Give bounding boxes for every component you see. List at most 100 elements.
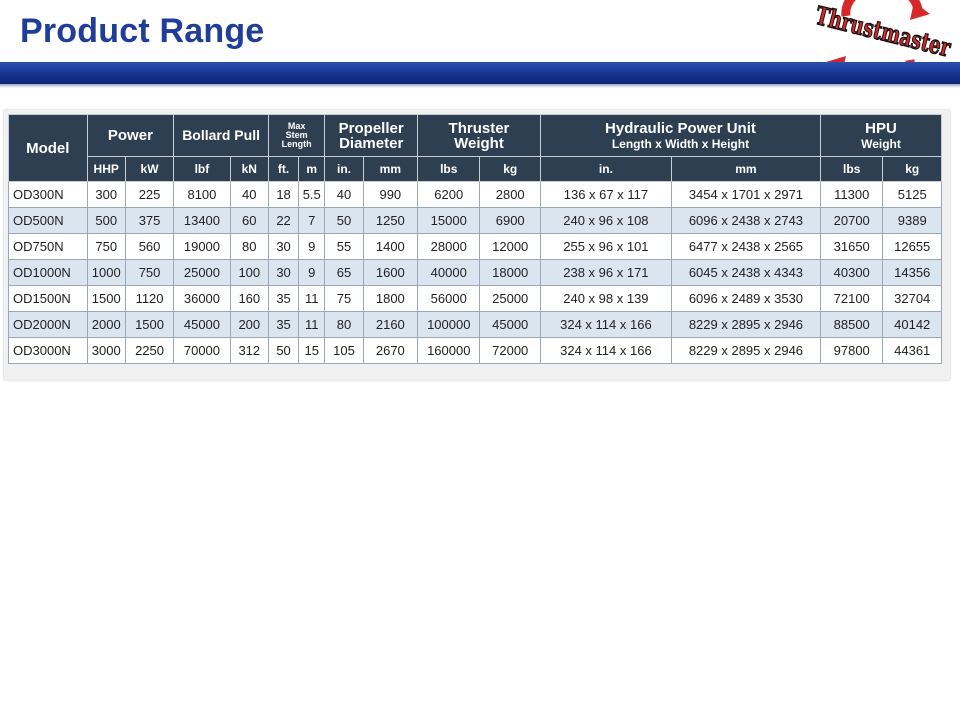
unit-header: in. <box>324 156 364 182</box>
col-stem-header: Max Stem Length <box>267 114 326 157</box>
col-bollard-header: Bollard Pull <box>173 114 269 157</box>
model-cell: OD3000N <box>8 337 88 364</box>
table-cell: 990 <box>362 181 419 208</box>
table-cell: 2000 <box>86 311 126 338</box>
table-cell: 238 x 96 x 171 <box>539 259 672 286</box>
table-cell: 7 <box>298 207 326 234</box>
table-cell: 31650 <box>819 233 884 260</box>
stem-label-line1: Max <box>287 121 306 131</box>
hpu-weight-label-line1: HPU <box>865 120 897 137</box>
table-cell: 750 <box>86 233 126 260</box>
unit-header: lbs <box>819 156 884 182</box>
table-cell: 55 <box>324 233 364 260</box>
table-cell: 3454 x 1701 x 2971 <box>670 181 822 208</box>
table-cell: 50 <box>324 207 364 234</box>
model-cell: OD2000N <box>8 311 88 338</box>
unit-header: kW <box>124 156 175 182</box>
table-cell: 105 <box>324 337 364 364</box>
stem-label-line2: Stem <box>285 130 308 140</box>
table-cell: 14356 <box>882 259 942 286</box>
table-row: OD1500N 1500 1120 36000 160 35 11 75 1800 56000 25… <box>8 285 942 312</box>
table-cell: 240 x 96 x 108 <box>539 207 672 234</box>
table-cell: 1500 <box>86 285 126 312</box>
header-band-shadow <box>0 84 960 88</box>
hpu-weight-label-line2: Weight <box>861 137 901 151</box>
table-cell: 22 <box>267 207 300 234</box>
unit-header: mm <box>670 156 822 182</box>
table-cell: 225 <box>124 181 175 208</box>
table-body: OD300N 300 225 8100 40 18 5.5 40 990 6200 2800 136 … <box>8 181 942 364</box>
table-cell: 13400 <box>173 207 231 234</box>
table-cell: 300 <box>86 181 126 208</box>
table-cell: 8229 x 2895 x 2946 <box>670 337 822 364</box>
table-cell: 8229 x 2895 x 2946 <box>670 311 822 338</box>
logo-text: Thrustmaster <box>813 1 954 63</box>
table-cell: 2250 <box>124 337 175 364</box>
table-cell: 11300 <box>819 181 884 208</box>
table-cell: 136 x 67 x 117 <box>539 181 672 208</box>
table-cell: 9 <box>298 233 326 260</box>
table-cell: 45000 <box>173 311 231 338</box>
table-cell: 36000 <box>173 285 231 312</box>
table-cell: 160000 <box>417 337 481 364</box>
table-cell: 5125 <box>882 181 942 208</box>
unit-header: HHP <box>86 156 126 182</box>
table-cell: 40000 <box>417 259 481 286</box>
table-cell: 1500 <box>124 311 175 338</box>
table-cell: 12000 <box>479 233 541 260</box>
table-cell: 60 <box>229 207 269 234</box>
col-power-header: Power <box>86 114 175 157</box>
table-cell: 35 <box>267 311 300 338</box>
table-cell: 44361 <box>882 337 942 364</box>
table-cell: 750 <box>124 259 175 286</box>
unit-header: mm <box>362 156 419 182</box>
table-row: OD1000N 1000 750 25000 100 30 9 65 1600 40000 1800… <box>8 259 942 286</box>
table-cell: 11 <box>298 285 326 312</box>
table-cell: 8100 <box>173 181 231 208</box>
unit-header: ft. <box>267 156 300 182</box>
table-cell: 2800 <box>479 181 541 208</box>
table-cell: 28000 <box>417 233 481 260</box>
table-cell: 3000 <box>86 337 126 364</box>
table-cell: 50 <box>267 337 300 364</box>
table-cell: 6096 x 2489 x 3530 <box>670 285 822 312</box>
table-cell: 5.5 <box>298 181 326 208</box>
unit-header: m <box>298 156 326 182</box>
table-cell: 88500 <box>819 311 884 338</box>
table-cell: 40 <box>229 181 269 208</box>
table-cell: 1250 <box>362 207 419 234</box>
table-cell: 9 <box>298 259 326 286</box>
unit-header: lbs <box>417 156 481 182</box>
table-cell: 1400 <box>362 233 419 260</box>
col-model-header: Model <box>8 114 88 182</box>
table-cell: 80 <box>324 311 364 338</box>
table-cell: 1000 <box>86 259 126 286</box>
model-cell: OD1000N <box>8 259 88 286</box>
table-cell: 6200 <box>417 181 481 208</box>
propeller-label-line2: Diameter <box>339 134 404 152</box>
thrustmaster-logo: Thrustmaster <box>812 0 955 74</box>
table-cell: 19000 <box>173 233 231 260</box>
table-cell: 100000 <box>417 311 481 338</box>
table-cell: 35 <box>267 285 300 312</box>
unit-header: lbf <box>173 156 231 182</box>
table-cell: 100 <box>229 259 269 286</box>
model-cell: OD1500N <box>8 285 88 312</box>
header-band <box>0 62 960 84</box>
table-cell: 25000 <box>173 259 231 286</box>
table-cell: 255 x 96 x 101 <box>539 233 672 260</box>
table-cell: 324 x 114 x 166 <box>539 337 672 364</box>
model-cell: OD750N <box>8 233 88 260</box>
stem-label-line3: Length <box>281 139 312 149</box>
table-cell: 25000 <box>479 285 541 312</box>
table-row: OD300N 300 225 8100 40 18 5.5 40 990 6200 2800 136 … <box>8 181 942 208</box>
table-cell: 32704 <box>882 285 942 312</box>
table-cell: 560 <box>124 233 175 260</box>
hpu-dims-label-line1: Hydraulic Power Unit <box>605 120 756 137</box>
table-cell: 40142 <box>882 311 942 338</box>
col-propeller-header: Propeller Diameter <box>324 114 419 157</box>
table-row: OD3000N 3000 2250 70000 312 50 15 105 2670 160000… <box>8 337 942 364</box>
col-hpu-weight-header: HPU Weight <box>820 114 942 157</box>
table-row: OD2000N 2000 1500 45000 200 35 11 80 2160 100000 4… <box>8 311 942 338</box>
table-cell: 70000 <box>173 337 231 364</box>
